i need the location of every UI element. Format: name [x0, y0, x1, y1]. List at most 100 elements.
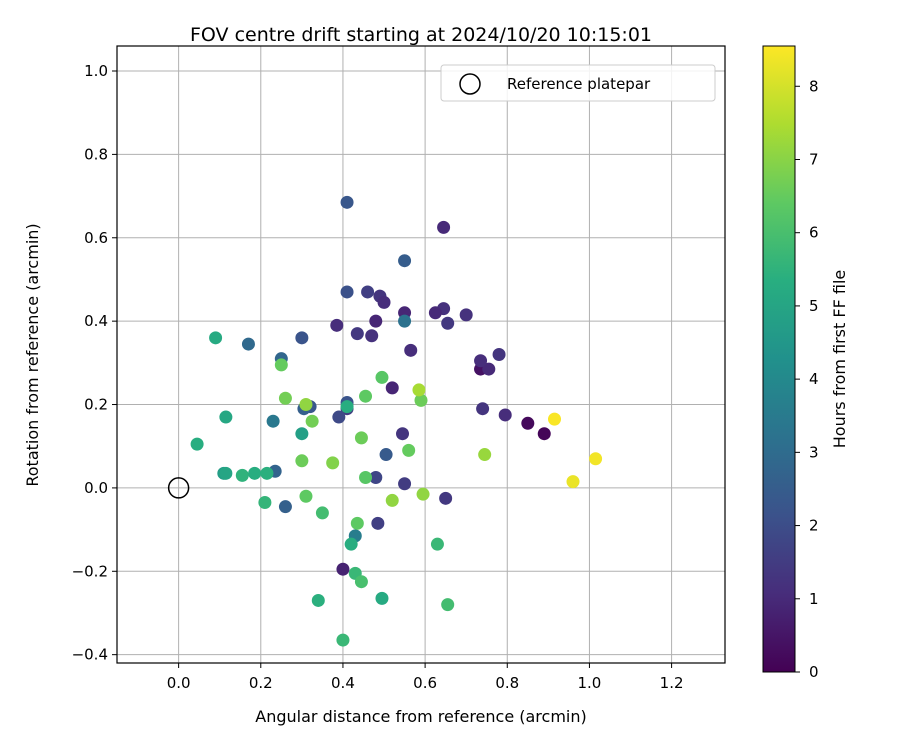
data-point — [350, 327, 364, 341]
x-tick-label: 0.6 — [413, 674, 437, 692]
data-point — [305, 414, 319, 428]
data-point — [441, 316, 455, 330]
x-tick-label: 0.8 — [495, 674, 519, 692]
data-point — [340, 195, 354, 209]
data-point — [375, 591, 389, 605]
data-point — [359, 389, 373, 403]
plot-frame — [116, 45, 726, 664]
data-point — [299, 398, 313, 412]
data-point — [385, 493, 399, 507]
data-point — [377, 295, 391, 309]
data-point — [274, 358, 288, 372]
data-point — [492, 348, 506, 361]
data-point — [404, 343, 418, 357]
data-point — [248, 466, 262, 480]
chart-title: FOV centre drift starting at 2024/10/20 … — [190, 24, 652, 46]
y-tick-label: 0.8 — [84, 145, 108, 163]
data-point — [209, 331, 223, 345]
data-point — [295, 331, 309, 345]
data-point — [566, 475, 580, 489]
reference-platepar-marker — [167, 477, 190, 499]
data-point — [437, 220, 451, 234]
data-point — [385, 381, 399, 395]
data-point — [295, 454, 309, 468]
data-point — [398, 314, 412, 328]
y-axis: −0.4 −0.2 0.0 0.2 0.4 0.6 0.8 1.0 — [72, 62, 117, 664]
data-point — [459, 308, 473, 322]
grid — [117, 46, 725, 663]
data-point — [350, 516, 364, 530]
data-point — [402, 443, 416, 457]
data-point — [398, 477, 412, 491]
data-point — [414, 393, 428, 407]
data-point — [398, 254, 412, 268]
y-tick-label: 0.0 — [84, 479, 108, 497]
y-tick-label: −0.2 — [72, 562, 108, 580]
data-point — [430, 537, 444, 551]
data-point — [439, 491, 453, 505]
data-point — [190, 437, 204, 451]
data-point — [332, 410, 346, 424]
legend: Reference platepar — [440, 64, 716, 102]
data-point — [361, 285, 375, 299]
data-point — [498, 408, 512, 422]
colorbar-tick-label: 5 — [809, 297, 819, 315]
y-tick-label: −0.4 — [72, 646, 108, 664]
data-point — [336, 562, 350, 576]
y-axis-label: Rotation from reference (arcmin) — [23, 223, 42, 486]
x-tick-label: 0.2 — [249, 674, 273, 692]
data-point — [441, 598, 455, 612]
data-point — [336, 633, 350, 647]
data-point — [474, 354, 488, 368]
x-tick-label: 1.0 — [578, 674, 602, 692]
y-tick-label: 0.2 — [84, 396, 108, 414]
data-point — [396, 427, 410, 441]
data-point — [311, 593, 325, 607]
data-point — [478, 448, 492, 462]
data-point — [266, 414, 280, 428]
colorbar-tick-label: 0 — [809, 663, 819, 681]
data-point — [369, 470, 383, 484]
colorbar-tick-label: 3 — [809, 443, 819, 461]
data-point — [359, 470, 373, 484]
data-point — [340, 400, 354, 414]
data-point — [278, 391, 292, 405]
data-point — [330, 318, 344, 332]
x-tick-label: 0.0 — [167, 674, 191, 692]
data-point — [371, 516, 385, 530]
colorbar-tick-label: 7 — [809, 150, 819, 168]
colorbar-tick-label: 1 — [809, 590, 819, 608]
colorbar-tick-label: 8 — [809, 77, 819, 95]
data-point — [278, 500, 292, 514]
data-point — [326, 456, 340, 470]
y-tick-label: 0.4 — [84, 312, 108, 330]
data-point — [295, 427, 309, 441]
data-point — [412, 383, 426, 397]
data-point — [548, 412, 562, 426]
x-tick-label: 0.4 — [331, 674, 355, 692]
data-point — [299, 489, 313, 503]
data-point — [354, 575, 368, 589]
y-tick-label: 1.0 — [84, 62, 108, 80]
data-points — [190, 195, 603, 647]
data-point — [219, 466, 233, 480]
data-point — [365, 329, 379, 343]
legend-reference-marker — [459, 73, 481, 95]
data-point — [235, 468, 249, 482]
data-point — [379, 448, 393, 462]
data-point — [589, 452, 603, 466]
data-point — [219, 410, 233, 424]
data-point — [369, 314, 383, 328]
x-axis: 0.0 0.2 0.4 0.6 0.8 1.0 1.2 — [167, 663, 684, 692]
data-point — [354, 431, 368, 445]
y-tick-label: 0.6 — [84, 229, 108, 247]
colorbar: 0 1 2 3 4 5 6 7 8 Hours from first FF file — [762, 45, 849, 681]
data-point — [416, 487, 430, 501]
colorbar-ticks: 0 1 2 3 4 5 6 7 8 — [795, 77, 819, 681]
data-point — [258, 495, 272, 509]
colorbar-label: Hours from first FF file — [830, 270, 849, 449]
legend-box — [440, 64, 716, 102]
data-point — [476, 402, 490, 416]
data-point — [428, 306, 442, 320]
